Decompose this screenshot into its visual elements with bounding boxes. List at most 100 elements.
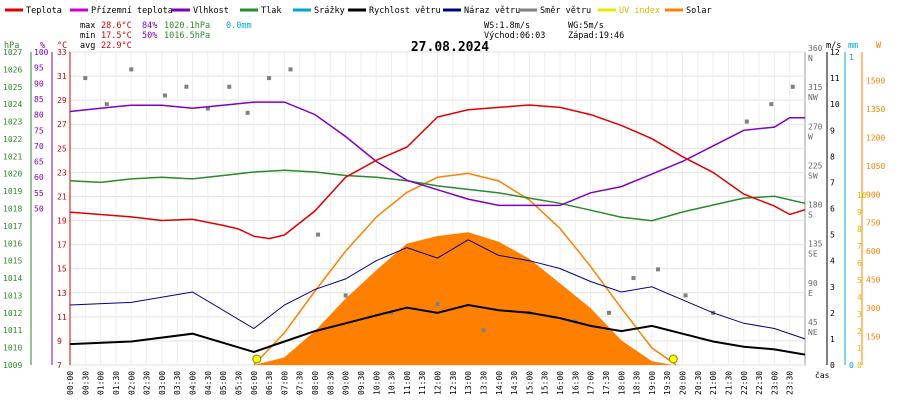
axis-x-tick: 05:00 xyxy=(219,371,228,395)
axis-x-tick: 22:30 xyxy=(755,371,764,395)
axis-percent-tick: 60 xyxy=(34,173,44,182)
winddir-point xyxy=(205,106,210,111)
axis-hpa-tick: 1025 xyxy=(3,83,22,92)
axis-ms-tick: 10 xyxy=(830,100,840,109)
legend-label: Přízemní teplota xyxy=(91,6,173,16)
axis-hpa-tick: 1021 xyxy=(3,152,22,161)
axis-x-tick: 19:00 xyxy=(648,371,657,395)
axis-solar-tick: 1500 xyxy=(866,76,885,85)
sunrise: Východ:06:03 xyxy=(484,31,545,41)
axis-uv-tick: 7 xyxy=(857,242,862,251)
stat-min-hum: 50% xyxy=(142,31,157,41)
axis-x-tick: 22:00 xyxy=(740,371,749,395)
axis-x-tick: 06:30 xyxy=(265,371,274,395)
axis-hpa-tick: 1012 xyxy=(3,309,22,318)
axis-x-tick: 12:30 xyxy=(449,371,458,395)
winddir-point xyxy=(744,119,749,124)
series-temperature xyxy=(69,104,806,240)
axis-uv-tick: 8 xyxy=(857,225,862,234)
axis-celsius-tick: 13 xyxy=(57,289,67,298)
axis-winddir-tick: SE xyxy=(808,250,818,259)
axis-uv-tick: 3 xyxy=(857,310,862,319)
axis-hpa-tick: 1013 xyxy=(3,291,22,300)
axis-hpa-tick: 1009 xyxy=(3,361,22,370)
axis-x-tick: 09:00 xyxy=(342,371,351,395)
axis-winddir-tick: S xyxy=(808,211,813,220)
axis-solar-tick: 450 xyxy=(866,276,881,285)
legend-label: Směr větru xyxy=(540,6,591,16)
axis-celsius-tick: 21 xyxy=(57,192,67,201)
winddir-point xyxy=(129,67,134,72)
legend-label: UV index xyxy=(619,6,660,16)
legend-label: Náraz větru xyxy=(464,6,520,16)
axis-winddir-tick: 135 xyxy=(808,240,823,249)
legend-label: Tlak xyxy=(261,6,281,16)
wind-wg: WG:5m/s xyxy=(568,21,604,31)
stat-rain: 0.0mm xyxy=(226,21,252,31)
axis-ms-unit: m/s xyxy=(826,41,841,51)
axis-x-tick: 23:30 xyxy=(786,371,795,395)
series-wind-gust xyxy=(69,239,806,340)
axis-celsius-tick: 27 xyxy=(57,120,67,129)
axis-winddir-tick: 45 xyxy=(808,318,818,327)
axis-x-tick: 23:00 xyxy=(770,371,779,395)
winddir-point xyxy=(389,310,394,315)
axis-celsius-unit: °C xyxy=(57,41,67,51)
axis-percent-unit: % xyxy=(40,41,45,51)
axis-winddir-tick: 180 xyxy=(808,201,823,210)
axis-x-tick: 02:30 xyxy=(143,371,152,395)
axis-x-tick: 16:00 xyxy=(556,371,565,395)
axis-x-label: čas xyxy=(815,370,830,380)
axis-celsius-tick: 15 xyxy=(57,265,67,274)
axis-solar-unit: W xyxy=(876,41,882,51)
stat-max-press: 1020.1hPa xyxy=(164,21,210,31)
series-pressure xyxy=(69,169,806,222)
axis-ms-tick: 2 xyxy=(830,309,835,318)
axis-ms-tick: 6 xyxy=(830,205,835,214)
stat-min-label: min xyxy=(80,31,95,41)
axis-percent-tick: 50 xyxy=(34,205,44,214)
axis-winddir-tick: NE xyxy=(808,328,818,337)
stat-max-hum: 84% xyxy=(142,21,157,31)
axis-hpa-tick: 1023 xyxy=(3,118,22,127)
axis-x-tick: 11:30 xyxy=(418,371,427,395)
axis-percent-tick: 75 xyxy=(34,126,44,135)
axis-x-tick: 07:30 xyxy=(296,371,305,395)
axis-hpa-tick: 1011 xyxy=(3,326,22,335)
axis-x-tick: 20:00 xyxy=(679,371,688,395)
axis-x-tick: 04:30 xyxy=(204,371,213,395)
axis-uv-tick: 4 xyxy=(857,293,862,302)
axis-x-tick: 07:00 xyxy=(280,371,289,395)
axis-percent-tick: 80 xyxy=(34,111,44,120)
axis-x-tick: 08:00 xyxy=(311,371,320,395)
axis-uv-tick: 5 xyxy=(857,276,862,285)
axis-x-tick: 13:30 xyxy=(479,371,488,395)
chart-title: 27.08.2024 xyxy=(411,40,489,55)
legend-label: Srážky xyxy=(314,6,345,16)
axis-solar-tick: 300 xyxy=(866,304,881,313)
axis-uv-tick: 6 xyxy=(857,259,862,268)
axis-winddir-tick: SW xyxy=(808,171,818,180)
axis-x-tick: 06:00 xyxy=(250,371,259,395)
axis-solar-tick: 1200 xyxy=(866,133,885,142)
axis-solar-tick: 900 xyxy=(866,190,881,199)
axis-hpa-tick: 1027 xyxy=(3,48,22,57)
axis-uv-tick: 0 xyxy=(857,361,862,370)
axis-x-tick: 05:30 xyxy=(234,371,243,395)
winddir-point xyxy=(227,84,232,89)
legend-label: Vlhkost xyxy=(193,6,229,16)
axis-hpa-unit: hPa xyxy=(4,41,19,51)
legend-label: Rychlost větru xyxy=(369,6,441,16)
axis-x-tick: 03:00 xyxy=(158,371,167,395)
axis-solar-tick: 1350 xyxy=(866,105,885,114)
axis-x-tick: 20:30 xyxy=(694,371,703,395)
winddir-point xyxy=(104,102,109,107)
axis-celsius-tick: 25 xyxy=(57,144,67,153)
axis-ms-tick: 4 xyxy=(830,257,835,266)
axis-x-tick: 00:30 xyxy=(81,371,90,395)
axis-hpa-tick: 1014 xyxy=(3,274,22,283)
winddir-point xyxy=(769,102,774,107)
stat-avg-temp: 22.9°C xyxy=(101,41,132,51)
winddir-point xyxy=(83,76,88,81)
